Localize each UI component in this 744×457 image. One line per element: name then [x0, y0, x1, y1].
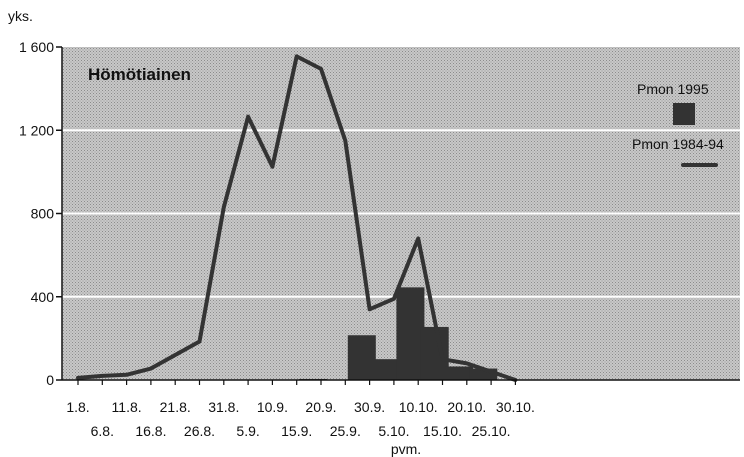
bar-series [299, 287, 498, 380]
y-tick-label: 1 200 [19, 122, 54, 138]
legend-swatch-bar [673, 103, 695, 125]
x-tick-label: 25.9. [330, 423, 361, 439]
bar [347, 335, 376, 380]
x-tick-label: 10.10. [399, 399, 438, 415]
x-tick-label: 20.9. [305, 399, 336, 415]
legend-label-line: Pmon 1984-94 [632, 136, 724, 152]
x-tick-label: 16.8. [135, 423, 166, 439]
x-tick-label: 6.8. [91, 423, 114, 439]
x-tick-label: 1.8. [66, 399, 89, 415]
x-tick-label: 26.8. [184, 423, 215, 439]
x-ticks: 1.8.6.8. 11.8. 16.8. 21.8. 26.8. 31.8. 5.9. 10.… [66, 380, 535, 439]
x-tick-label: 21.8. [160, 399, 191, 415]
bar [469, 368, 498, 380]
x-tick-label: 30.10. [496, 399, 535, 415]
y-tick-label: 400 [31, 289, 55, 305]
x-tick-label: 30.9. [354, 399, 385, 415]
y-tick-label: 0 [46, 372, 54, 388]
legend-label-bar: Pmon 1995 [637, 81, 709, 97]
y-tick-label: 1 600 [19, 39, 54, 55]
legend: Pmon 1995 Pmon 1984-94 [632, 81, 724, 167]
y-ticks: 0 400 800 1 200 1 600 [19, 39, 62, 388]
x-axis-label: pvm. [391, 441, 421, 457]
series-line [76, 54, 518, 382]
y-tick-label: 800 [31, 206, 55, 222]
bar [396, 287, 425, 380]
x-tick-label: 5.10. [378, 423, 409, 439]
x-tick-label: 10.9. [257, 399, 288, 415]
y-axis-label: yks. [8, 8, 33, 24]
x-tick-label: 25.10. [472, 423, 511, 439]
bar [445, 366, 473, 380]
bar [372, 359, 401, 380]
x-tick-label: 5.9. [236, 423, 259, 439]
x-tick-label: 15.10. [423, 423, 462, 439]
x-tick-label: 15.9. [281, 423, 312, 439]
bar [420, 326, 449, 380]
chart-title: Hömötiainen [88, 65, 191, 84]
x-tick-label: 11.8. [112, 399, 142, 415]
line-series [76, 54, 518, 382]
x-tick-label: 20.10. [447, 399, 486, 415]
x-tick-label: 31.8. [208, 399, 239, 415]
